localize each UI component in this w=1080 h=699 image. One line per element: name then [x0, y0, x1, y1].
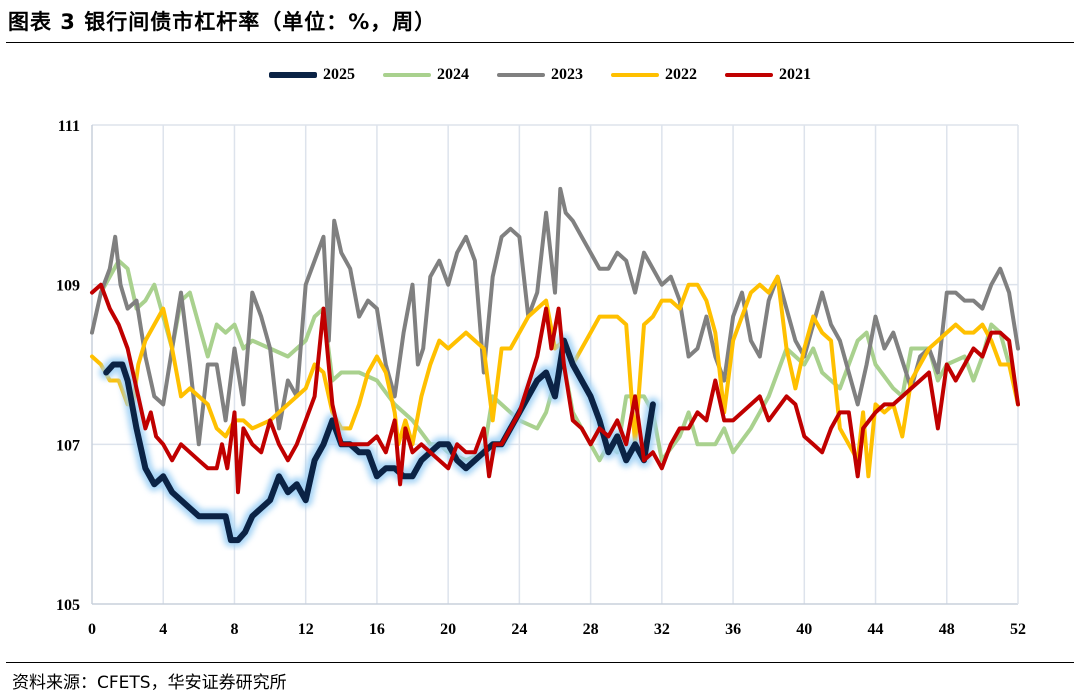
x-tick-label: 16: [369, 621, 385, 638]
legend-label: 2025: [323, 66, 355, 83]
x-tick-label: 8: [230, 621, 238, 638]
figure-title: 图表 3 银行间债市杠杆率（单位：%，周）: [8, 10, 437, 34]
source-note: 资料来源：CFETS，华安证券研究所: [12, 673, 287, 693]
x-tick-label: 24: [511, 621, 527, 638]
series-2024-line: [98, 258, 1012, 463]
x-tick-label: 44: [868, 621, 884, 638]
x-tick-label: 32: [654, 621, 670, 638]
axes: [91, 125, 1019, 605]
legend-swatch: [383, 73, 431, 77]
y-tick-label: 107: [56, 437, 80, 454]
y-tick-label: 109: [56, 278, 80, 295]
legend-item-2025: 2025: [269, 66, 355, 84]
y-tick-label: 111: [58, 118, 80, 135]
series-lines: [90, 186, 1020, 548]
x-tick-label: 48: [939, 621, 955, 638]
legend-swatch: [611, 73, 659, 77]
x-tick-label: 28: [583, 621, 599, 638]
legend-swatch: [725, 73, 773, 77]
legend-item-2023: 2023: [497, 66, 583, 84]
x-tick-label: 0: [88, 621, 96, 638]
legend-swatch: [269, 72, 317, 78]
series-2021-line: [90, 282, 1020, 495]
legend-label: 2021: [779, 66, 811, 83]
series-2025-line: [103, 337, 656, 544]
legend-swatch: [497, 73, 545, 77]
chart-legend: 2025 2024 2023 2022 2021: [0, 66, 1080, 84]
x-tick-label: 52: [1010, 621, 1026, 638]
legend-item-2022: 2022: [611, 66, 697, 84]
x-tick-label: 20: [440, 621, 456, 638]
legend-item-2024: 2024: [383, 66, 469, 84]
legend-item-2021: 2021: [725, 66, 811, 84]
x-tick-label: 40: [796, 621, 812, 638]
series-2023-line: [90, 186, 1020, 447]
legend-label: 2024: [437, 66, 469, 83]
footer-divider: [6, 662, 1074, 663]
x-tick-label: 4: [159, 621, 167, 638]
series-2022-line: [90, 274, 1020, 479]
title-divider: [6, 42, 1074, 43]
legend-label: 2023: [551, 66, 583, 83]
x-tick-label: 12: [298, 621, 314, 638]
legend-label: 2022: [665, 66, 697, 83]
x-tick-label: 36: [725, 621, 741, 638]
y-tick-label: 105: [56, 597, 80, 614]
